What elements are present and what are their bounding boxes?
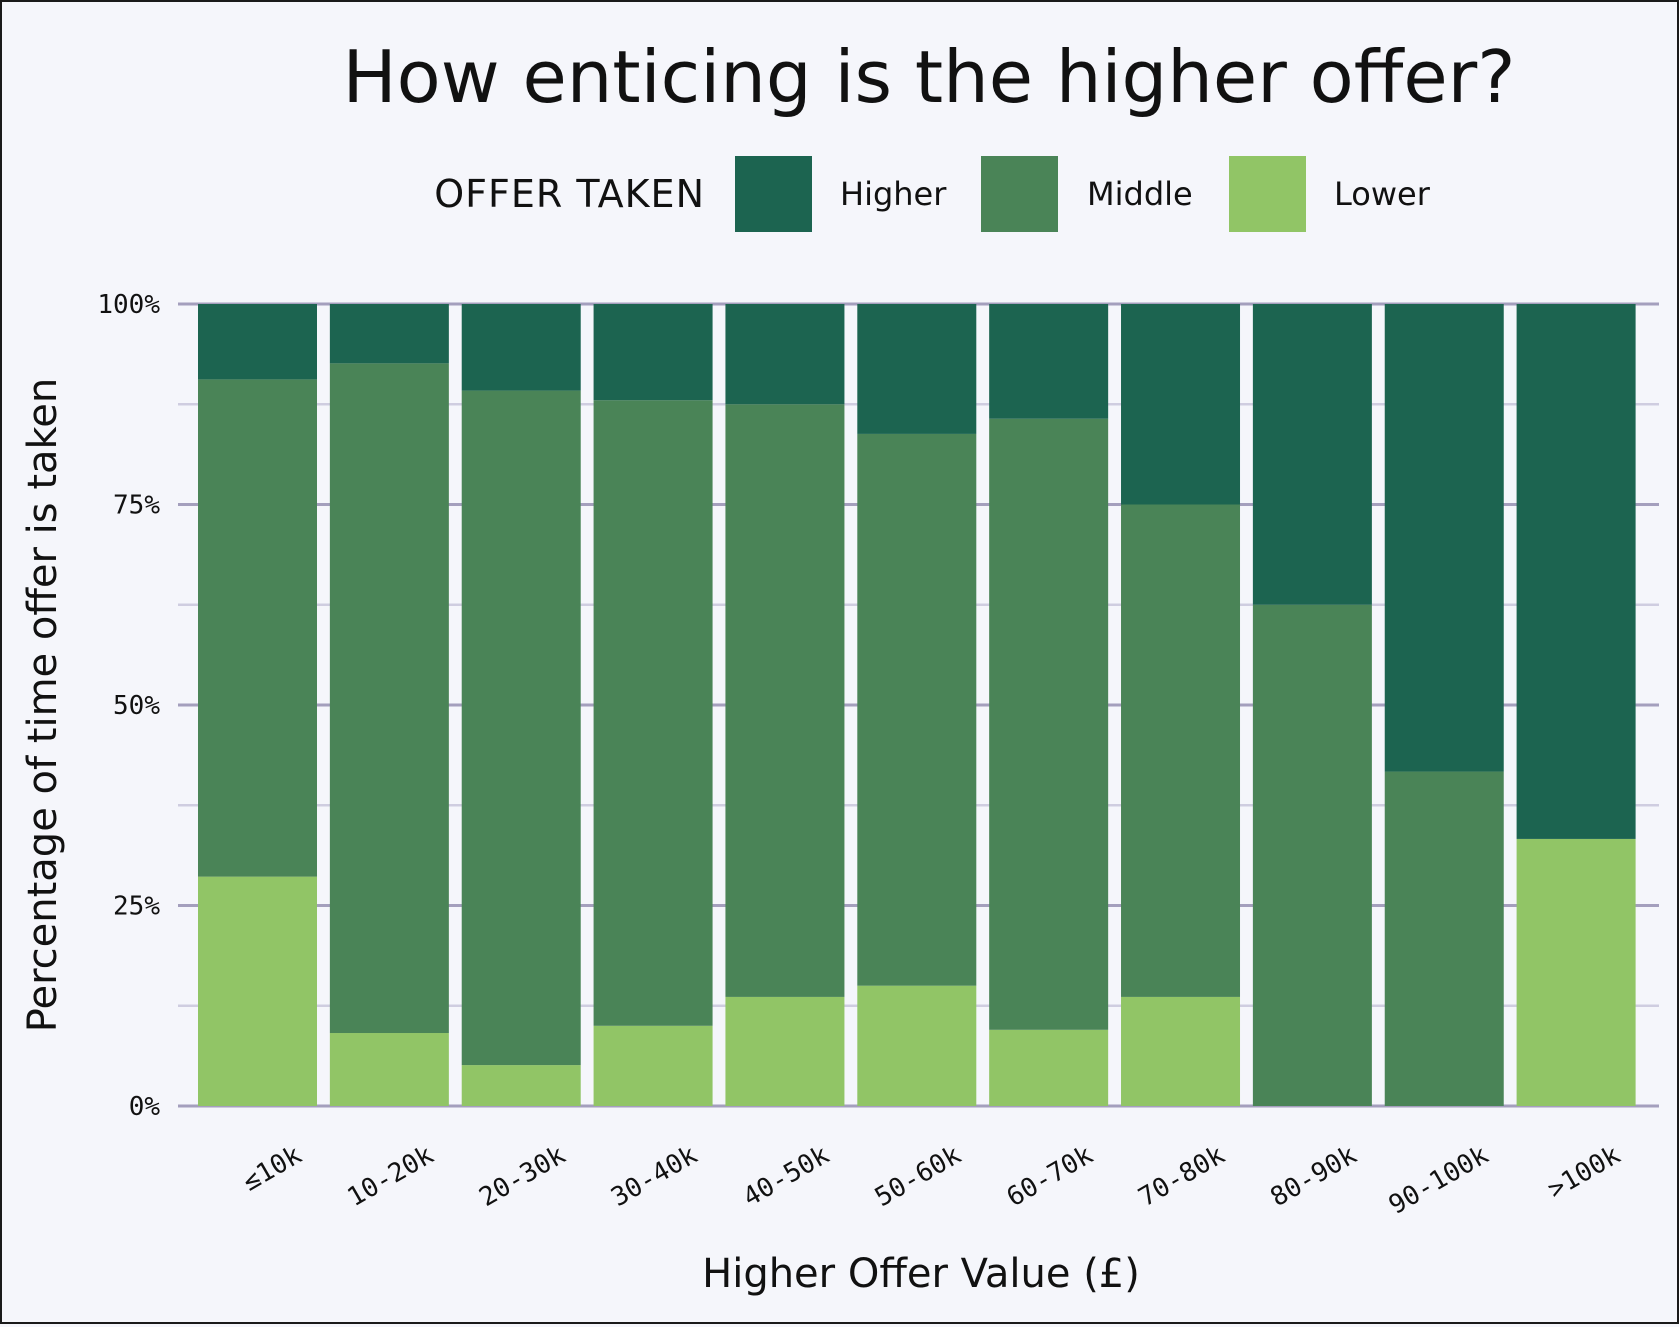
legend-swatch-higher xyxy=(735,156,812,232)
bar-segment-lower xyxy=(1516,838,1636,1106)
bar-segment-higher xyxy=(1121,304,1241,505)
bar-segment-higher xyxy=(1252,304,1372,605)
x-tick-label: ≤10k xyxy=(238,1140,308,1197)
bars xyxy=(198,304,1636,1106)
bar-segment-higher xyxy=(725,304,845,405)
legend-title: OFFER TAKEN xyxy=(434,172,705,216)
y-tick-labels: 0% 25% 50% 75% 100% xyxy=(97,290,160,1122)
bar-segment-middle xyxy=(1121,504,1241,997)
bar-segment-middle xyxy=(857,433,977,986)
x-tick-label: >100k xyxy=(1543,1140,1626,1205)
bar-segment-lower xyxy=(329,1033,449,1106)
bar-segment-higher xyxy=(198,304,317,380)
bar-segment-lower xyxy=(989,1029,1109,1106)
y-tick-label: 25% xyxy=(113,892,160,922)
bar-segment-middle xyxy=(1252,604,1372,1106)
x-tick-label: 40-50k xyxy=(738,1140,835,1213)
bar-segment-higher xyxy=(857,304,977,434)
bar-segment-higher xyxy=(1384,304,1504,772)
y-tick-label: 100% xyxy=(97,290,160,320)
y-tick-label: 50% xyxy=(113,691,160,721)
legend-swatch-lower xyxy=(1229,156,1306,232)
bar-segment-middle xyxy=(725,404,845,997)
y-tick-label: 0% xyxy=(129,1092,161,1122)
bar-segment-higher xyxy=(461,304,581,391)
bar-segment-middle xyxy=(593,400,713,1026)
x-axis-title: Higher Offer Value (£) xyxy=(702,1251,1140,1297)
bar-segment-middle xyxy=(989,418,1109,1030)
bar-segment-higher xyxy=(989,304,1109,419)
bar-segment-middle xyxy=(461,390,581,1066)
legend-label-middle: Middle xyxy=(1087,175,1193,213)
bar-segment-lower xyxy=(461,1065,581,1106)
legend-label-higher: Higher xyxy=(840,175,947,213)
bar-segment-higher xyxy=(593,304,713,401)
bar-segment-lower xyxy=(1121,996,1241,1106)
bar-segment-lower xyxy=(725,996,845,1106)
x-tick-label: 70-80k xyxy=(1134,1140,1231,1213)
x-tick-labels: ≤10k 10-20k 20-30k 30-40k 40-50k 50-60k 60-70k… xyxy=(238,1140,1626,1221)
y-axis-title: Percentage of time offer is taken xyxy=(20,378,66,1032)
x-tick-label: 60-70k xyxy=(1002,1140,1099,1213)
y-tick-label: 75% xyxy=(113,491,160,521)
bar-segment-higher xyxy=(329,304,449,364)
chart-title: How enticing is the higher offer? xyxy=(343,35,1516,119)
bar-segment-middle xyxy=(329,363,449,1034)
legend-label-lower: Lower xyxy=(1334,175,1431,213)
bar-segment-lower xyxy=(198,876,317,1106)
x-tick-label: 80-90k xyxy=(1266,1140,1363,1213)
legend: OFFER TAKEN Higher Middle Lower xyxy=(434,156,1431,232)
x-tick-label: 30-40k xyxy=(606,1140,703,1213)
bar-segment-lower xyxy=(857,985,977,1106)
bar-segment-middle xyxy=(198,379,317,877)
x-tick-label: 90-100k xyxy=(1384,1140,1494,1221)
bar-segment-middle xyxy=(1384,771,1504,1106)
bar-segment-lower xyxy=(593,1025,713,1106)
x-tick-label: 20-30k xyxy=(474,1140,571,1213)
x-tick-label: 50-60k xyxy=(870,1140,967,1213)
legend-swatch-middle xyxy=(981,156,1058,232)
x-tick-label: 10-20k xyxy=(343,1140,440,1213)
bar-segment-higher xyxy=(1516,304,1636,839)
